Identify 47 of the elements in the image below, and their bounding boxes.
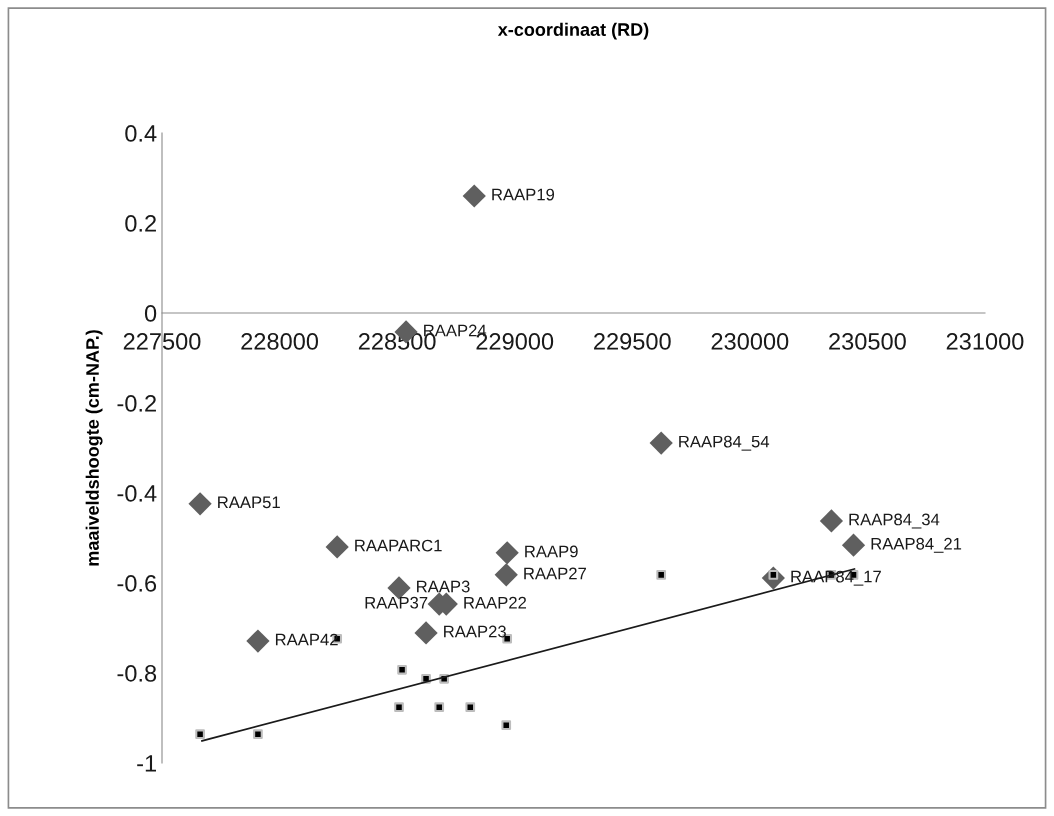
x-tick-label: 229500	[594, 333, 671, 350]
point	[462, 184, 486, 208]
annotation: RAAP9	[525, 545, 578, 558]
annotation: RAAP37	[365, 596, 428, 609]
annotation: RAAP51	[218, 496, 280, 509]
point	[501, 720, 512, 731]
y-tick-label: -0.6	[117, 575, 157, 592]
chart-title: x-coordinaat (RD)	[497, 22, 649, 40]
x-tick-label: 231000	[946, 333, 1024, 350]
point	[434, 702, 445, 713]
point	[414, 621, 438, 645]
y-tick-label: -0.2	[117, 395, 156, 412]
point	[841, 533, 866, 557]
annotation: RAAP3	[417, 580, 470, 593]
y-tick-label: -1	[137, 755, 156, 772]
annotation: RAAP84_54	[679, 435, 770, 451]
annotation: RAAP19	[492, 188, 555, 201]
point	[394, 702, 404, 713]
x-tick-label: 228000	[241, 333, 319, 350]
annotation: RAAP84_34	[849, 513, 940, 529]
annotation: RAAP27	[524, 567, 586, 580]
point	[246, 629, 270, 653]
annotation: RAAP84_21	[871, 537, 962, 553]
y-tick-label: 0.4	[125, 125, 157, 142]
point	[188, 492, 212, 516]
point	[819, 509, 844, 533]
point	[656, 570, 667, 580]
point	[495, 541, 519, 565]
y-tick-label: 0	[144, 305, 157, 322]
annotation: RAAP42	[275, 633, 338, 646]
x-tick-label: 230500	[829, 333, 906, 350]
point	[465, 702, 476, 713]
annotation: RAAPARC1	[355, 539, 442, 552]
x-tick-label: 227500	[123, 333, 201, 350]
point	[253, 729, 263, 740]
annotation: RAAP22	[464, 596, 527, 609]
point	[325, 535, 349, 559]
y-tick-label: 0.2	[125, 215, 156, 232]
y-tick-label: -0.8	[117, 665, 157, 682]
x-tick-label: 230000	[711, 333, 789, 350]
y-tick-label: -0.4	[117, 485, 157, 502]
point	[397, 664, 407, 675]
point	[649, 431, 673, 455]
y-axis-title: maaiveldshoogte (cm-NAP.)	[85, 330, 103, 566]
annotation: RAAP23	[444, 625, 506, 638]
point	[195, 729, 205, 740]
point	[494, 563, 518, 587]
